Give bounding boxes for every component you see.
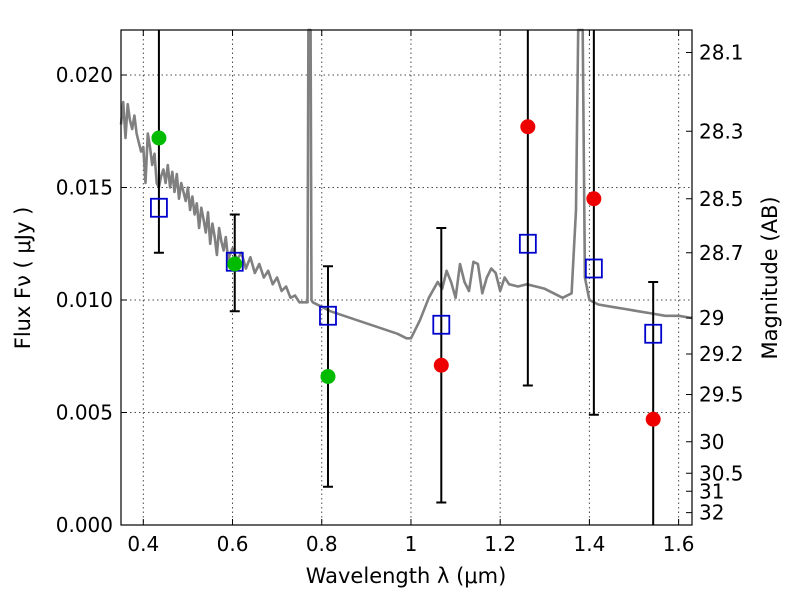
x-tick-label: 0.4: [127, 532, 159, 556]
y-tick-label: 0.005: [56, 401, 113, 425]
right-axis-tick-label: 31: [699, 479, 724, 503]
upper-limit-point: [433, 357, 449, 373]
detection-point: [320, 369, 336, 384]
right-axis-tick-label: 29.5: [699, 383, 744, 407]
tick-label-layer: 0.4 0.6 0.8 1 1.2 1.4 1.6 0.000 0.005 0.010 0.015 0…: [56, 41, 744, 557]
model-spectrum-line: [119, 28, 693, 340]
x-axis-label: Wavelength λ (μm): [306, 564, 507, 588]
right-axis-tick-label: 29: [699, 306, 724, 330]
model-photometry-square: [644, 323, 663, 344]
x-tick-label: 1.6: [663, 532, 695, 556]
x-tick-label: 1: [405, 532, 418, 556]
y-tick-label: 0.020: [56, 63, 113, 87]
model-photometry-square: [319, 305, 337, 326]
model-photometry-square: [584, 258, 603, 279]
plot-frame: [120, 29, 693, 526]
right-axis-tick-label: 28.3: [699, 119, 744, 143]
right-axis-tick-label: 28.5: [699, 187, 744, 211]
model-photometry-layer: [150, 197, 663, 344]
x-tick-label: 0.8: [306, 532, 338, 556]
upper-limit-point: [520, 119, 536, 135]
observed-points-layer: [151, 119, 661, 427]
grid-layer: [121, 30, 692, 526]
detection-point: [227, 256, 243, 272]
right-axis-tick-label: 30.5: [699, 461, 744, 485]
detection-point: [151, 130, 167, 146]
right-axis-tick-label: 32: [699, 501, 724, 525]
right-axis-tick-label: 28.7: [699, 241, 744, 265]
tick-layer: [121, 30, 692, 526]
right-axis-tick-label: 28.1: [699, 41, 744, 65]
right-axis-tick-label: 30: [699, 430, 724, 454]
model-photometry-square: [150, 197, 168, 218]
y-axis-label: Flux Fν ( μJy ): [11, 207, 35, 350]
right-axis-tick-label: 29.2: [699, 342, 744, 366]
upper-limit-point: [645, 411, 661, 427]
upper-limit-point: [586, 191, 602, 207]
right-axis-label: Magnitude (AB): [758, 196, 782, 359]
model-photometry-square: [518, 233, 537, 254]
y-tick-label: 0.000: [56, 513, 113, 537]
model-photometry-square: [432, 314, 451, 335]
y-tick-label: 0.015: [56, 176, 113, 200]
model-spectrum-layer: [119, 28, 693, 340]
y-tick-label: 0.010: [56, 288, 113, 312]
x-tick-label: 0.6: [217, 532, 249, 556]
x-tick-label: 1.2: [484, 532, 516, 556]
x-tick-label: 1.4: [573, 532, 605, 556]
